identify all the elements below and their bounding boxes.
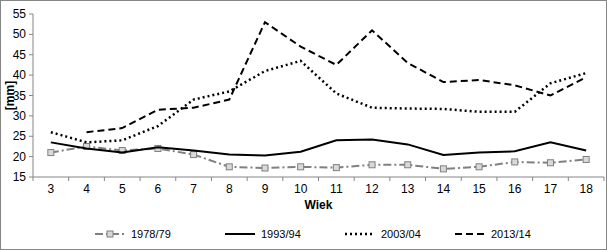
x-tick-mark: [68, 177, 69, 181]
y-tick-label: 55: [13, 7, 27, 21]
series-marker: [298, 164, 304, 170]
y-tick: [29, 34, 33, 35]
y-tick-label: 25: [13, 129, 27, 143]
y-tick: [29, 177, 33, 178]
plot-area: [48, 22, 589, 172]
x-tick-mark: [33, 177, 34, 181]
x-tick-mark: [461, 177, 462, 181]
x-tick-mark: [425, 177, 426, 181]
series-marker: [226, 164, 232, 170]
x-tick-mark: [532, 177, 533, 181]
x-tick-mark: [104, 177, 105, 181]
x-tick-label: 4: [83, 182, 90, 196]
y-tick-label: 40: [13, 68, 27, 82]
series-marker: [440, 166, 446, 172]
y-tick: [29, 95, 33, 96]
legend-label: 1993/94: [261, 228, 301, 240]
chart: 1520253035404550553456789101112131415161…: [0, 0, 607, 250]
x-tick-mark: [211, 177, 212, 181]
x-tick-mark: [140, 177, 141, 181]
x-tick-mark: [568, 177, 569, 181]
x-tick-mark: [247, 177, 248, 181]
x-tick-label: 16: [508, 182, 522, 196]
y-tick: [29, 115, 33, 116]
series-line: [87, 22, 587, 132]
legend-label: 1978/79: [131, 228, 171, 240]
x-tick-mark: [496, 177, 497, 181]
series-line: [51, 61, 586, 143]
series-marker: [262, 165, 268, 171]
legend: 1978/79 1993/94 2003/04 2013/14: [95, 228, 531, 240]
series-marker: [333, 165, 339, 171]
series-marker: [405, 162, 411, 168]
y-tick-label: 15: [13, 170, 27, 184]
x-tick-mark: [282, 177, 283, 181]
x-tick-label: 15: [472, 182, 486, 196]
x-tick-mark: [389, 177, 390, 181]
y-tick: [29, 14, 33, 15]
series-line: [51, 146, 586, 168]
y-axis-label: [mm]: [3, 81, 17, 110]
x-tick-mark: [318, 177, 319, 181]
series-marker: [48, 150, 54, 156]
legend-swatch: [345, 233, 375, 236]
series-marker: [476, 164, 482, 170]
y-tick: [29, 156, 33, 157]
y-tick: [29, 54, 33, 55]
x-tick-label: 18: [579, 182, 593, 196]
series-marker: [512, 159, 518, 165]
legend-swatch: [455, 233, 485, 235]
chart-frame: [1, 1, 607, 250]
x-tick-label: 8: [226, 182, 233, 196]
legend-label: 2003/04: [381, 228, 421, 240]
legend-label: 2013/14: [491, 228, 531, 240]
x-tick-mark: [604, 177, 605, 181]
y-tick-label: 20: [13, 150, 27, 164]
x-tick-mark: [175, 177, 176, 181]
x-tick-label: 14: [437, 182, 451, 196]
x-tick-label: 9: [262, 182, 269, 196]
x-tick-label: 5: [119, 182, 126, 196]
x-tick-label: 11: [330, 182, 343, 196]
series-marker: [369, 162, 375, 168]
y-tick-label: 45: [13, 48, 27, 62]
x-tick-mark: [354, 177, 355, 181]
series-marker: [191, 152, 197, 158]
y-tick: [29, 75, 33, 76]
y-tick-label: 50: [13, 27, 27, 41]
x-tick-label: 10: [294, 182, 308, 196]
x-tick-label: 6: [155, 182, 162, 196]
x-axis-label: Wiek: [305, 198, 333, 212]
x-tick-label: 13: [401, 182, 415, 196]
series-line: [51, 140, 586, 156]
y-tick: [29, 136, 33, 137]
series-marker: [547, 160, 553, 166]
x-tick-label: 7: [190, 182, 197, 196]
legend-swatch: [225, 233, 255, 235]
x-tick-label: 17: [544, 182, 558, 196]
x-tick-label: 3: [48, 182, 55, 196]
x-tick-label: 12: [365, 182, 379, 196]
legend-marker: [107, 231, 113, 237]
series-marker: [583, 156, 589, 162]
